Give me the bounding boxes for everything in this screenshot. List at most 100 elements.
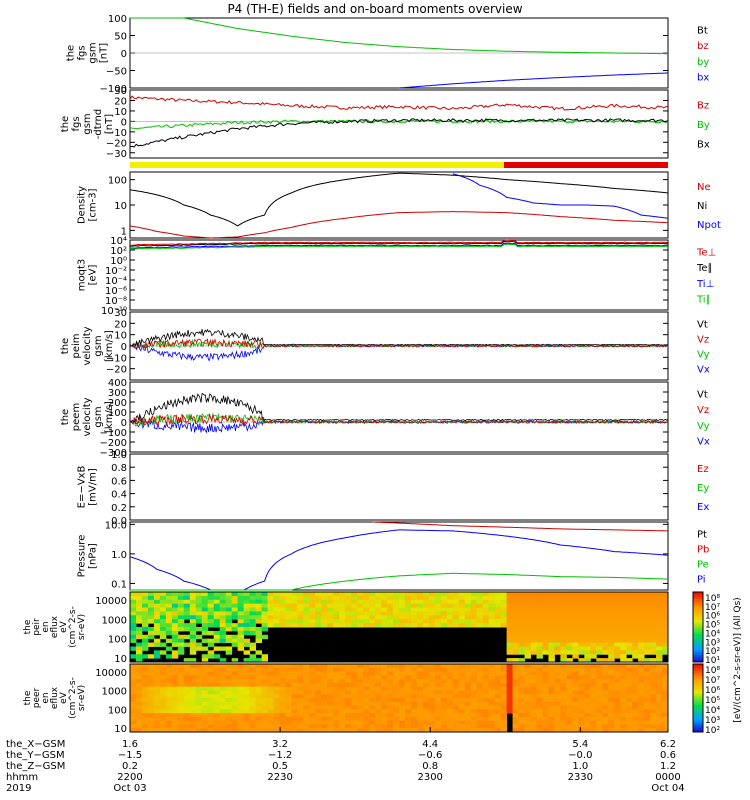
spectrogram-cell-peer xyxy=(297,675,304,680)
spectrogram-cell-peir xyxy=(279,599,286,605)
spectrogram-cell-peir xyxy=(141,615,149,620)
spectrogram-cell-peer xyxy=(153,694,161,699)
spectrogram-cell-peer xyxy=(620,675,627,680)
spectrogram-cell-peer xyxy=(393,664,400,669)
spectrogram-cell-peer xyxy=(494,709,502,714)
spectrogram-cell-peir xyxy=(153,638,161,644)
spectrogram-cell-peir xyxy=(339,592,346,597)
spectrogram-cell-peer xyxy=(632,667,639,673)
spectrogram-cell-peer xyxy=(620,690,627,695)
spectrogram-cell-peir xyxy=(512,630,520,636)
spectrogram-cell-peir xyxy=(554,603,561,609)
spectrogram-cell-peer xyxy=(416,701,424,707)
spectrogram-cell-peer xyxy=(183,679,191,684)
spectrogram-cell-peer xyxy=(159,728,167,733)
spectrogram-cell-peer xyxy=(261,679,268,684)
spectrogram-cell-peer xyxy=(309,724,316,729)
spectrogram-cell-peir xyxy=(333,592,340,597)
spectrogram-cell-peer xyxy=(590,716,597,722)
spectrogram-cell-peir xyxy=(662,634,669,640)
spectrogram-cell-peer xyxy=(231,713,239,718)
spectrogram-cell-peer xyxy=(393,679,400,684)
spectrogram-cell-peer xyxy=(339,671,346,676)
spectrogram-cell-peir xyxy=(345,592,352,597)
spectrogram-cell-peir xyxy=(243,623,251,628)
spectrogram-cell-peer xyxy=(578,720,585,725)
spectrogram-cell-peir xyxy=(530,623,537,628)
spectrogram-cell-peir xyxy=(183,627,191,632)
spectrogram-cell-peir xyxy=(333,599,340,605)
spectrogram-cell-peer xyxy=(494,675,502,680)
spectrogram-cell-peir xyxy=(632,623,639,628)
spectrogram-cell-peer xyxy=(494,698,502,703)
spectrogram-cell-peir xyxy=(512,619,520,624)
spectrogram-cell-peer xyxy=(500,667,508,673)
spectrogram-cell-peir xyxy=(644,638,651,644)
spectrogram-cell-peir xyxy=(650,603,657,609)
spectrogram-cell-peir xyxy=(345,619,352,624)
spectrogram-cell-peer xyxy=(488,682,496,688)
spectrogram-cell-peer xyxy=(333,728,340,733)
spectrogram-cell-peer xyxy=(470,705,478,710)
spectrogram-cell-peer xyxy=(357,698,364,703)
spectrogram-cell-peir xyxy=(500,615,508,620)
spectrogram-cell-peer xyxy=(650,679,657,684)
spectrogram-cell-peir xyxy=(135,619,143,624)
spectrogram-cell-peer xyxy=(327,694,334,699)
spectrogram-cell-peir xyxy=(464,599,472,605)
spectrogram-cell-peer xyxy=(393,720,400,725)
spectrogram-cell-peer xyxy=(237,664,245,669)
spectrogram-cell-peir xyxy=(638,595,645,601)
spectrogram-cell-peer xyxy=(291,664,298,669)
spectrogram-cell-peir xyxy=(177,607,185,612)
spectrogram-cell-peir xyxy=(135,599,143,605)
spectrogram-cell-peir xyxy=(554,619,561,624)
spectrogram-cell-peer xyxy=(177,728,185,733)
legend-entry: Ex xyxy=(697,502,709,513)
spectrogram-cell-peir xyxy=(632,630,639,636)
spectrogram-cell-peir xyxy=(434,623,442,628)
spectrogram-cell-peir xyxy=(207,650,215,655)
spectrogram-cell-peer xyxy=(165,694,173,699)
colorbar-cell xyxy=(693,652,703,656)
spectrogram-cell-peir xyxy=(626,611,633,616)
spectrogram-cell-peer xyxy=(303,694,310,699)
spectrogram-cell-peir xyxy=(488,623,496,628)
spectrogram-cell-peer xyxy=(626,716,633,722)
spectrogram-cell-peer xyxy=(357,709,364,714)
spectrogram-cell-peir xyxy=(249,607,257,612)
spectrogram-cell-peir xyxy=(315,595,322,601)
spectrogram-cell-peir xyxy=(165,630,173,636)
spectrogram-cell-peir xyxy=(153,623,161,628)
colorbar-cell xyxy=(693,711,703,715)
spectrogram-cell-peer xyxy=(195,679,203,684)
spectrogram-cell-peer xyxy=(416,667,424,673)
spectrogram-cell-peer xyxy=(410,728,418,733)
spectrogram-cell-peer xyxy=(494,690,502,695)
spectrogram-cell-peer xyxy=(500,728,508,733)
spectrogram-cell-peer xyxy=(602,686,609,691)
spectrogram-cell-peer xyxy=(153,701,161,707)
colorbar-tick-label: 10⁴ xyxy=(705,629,720,639)
spectrogram-y-label: the xyxy=(23,619,33,634)
spectrogram-cell-peer xyxy=(249,667,257,673)
spectrogram-cell-peer xyxy=(482,667,490,673)
spectrogram-cell-peer xyxy=(548,664,555,669)
spectrogram-cell-peer xyxy=(207,679,215,684)
spectrogram-cell-peir xyxy=(195,599,203,605)
spectrogram-cell-peer xyxy=(243,682,251,688)
spectrogram-cell-peir xyxy=(602,592,609,597)
spectrogram-cell-peir xyxy=(195,615,203,620)
spectrogram-cell-peir xyxy=(548,658,555,663)
spectrogram-cell-peer xyxy=(309,709,316,714)
colorbar-tick-label: 10⁶ xyxy=(705,686,720,696)
spectrogram-cell-peer xyxy=(207,664,215,669)
spectrogram-cell-peer xyxy=(590,664,597,669)
spectrogram-cell-peir xyxy=(614,646,621,651)
spectrogram-cell-peir xyxy=(638,630,645,636)
spectrogram-cell-peer xyxy=(315,686,322,691)
spectrogram-cell-peir xyxy=(225,615,233,620)
spectrogram-cell-peer xyxy=(518,720,526,725)
spectrogram-cell-peer xyxy=(644,724,651,729)
spectrogram-cell-peir xyxy=(159,642,167,647)
